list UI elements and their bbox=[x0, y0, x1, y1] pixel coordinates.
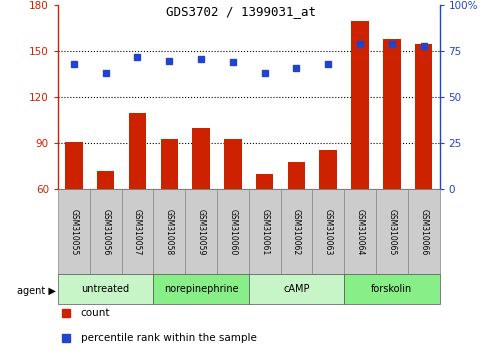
Text: cAMP: cAMP bbox=[283, 284, 310, 295]
Text: GSM310058: GSM310058 bbox=[165, 209, 174, 255]
Bar bbox=[217, 189, 249, 274]
Bar bbox=[376, 189, 408, 274]
Bar bbox=[383, 39, 400, 189]
Text: count: count bbox=[81, 308, 110, 318]
Bar bbox=[154, 189, 185, 274]
Bar bbox=[224, 139, 242, 189]
Text: GSM310066: GSM310066 bbox=[419, 209, 428, 255]
Text: GSM310055: GSM310055 bbox=[70, 209, 78, 255]
Text: agent ▶: agent ▶ bbox=[17, 286, 56, 296]
Bar bbox=[313, 189, 344, 274]
Bar bbox=[344, 189, 376, 274]
Bar bbox=[288, 162, 305, 189]
Bar bbox=[154, 274, 249, 304]
Bar bbox=[351, 21, 369, 189]
Bar bbox=[97, 171, 114, 189]
Text: GSM310062: GSM310062 bbox=[292, 209, 301, 255]
Text: untreated: untreated bbox=[82, 284, 130, 295]
Bar bbox=[408, 189, 440, 274]
Bar bbox=[128, 113, 146, 189]
Bar bbox=[185, 189, 217, 274]
Text: GSM310063: GSM310063 bbox=[324, 209, 333, 255]
Bar bbox=[344, 274, 440, 304]
Text: GSM310061: GSM310061 bbox=[260, 209, 269, 255]
Bar bbox=[58, 189, 90, 274]
Bar bbox=[58, 274, 154, 304]
Bar bbox=[281, 189, 313, 274]
Bar bbox=[65, 142, 83, 189]
Bar bbox=[415, 44, 432, 189]
Bar bbox=[160, 139, 178, 189]
Text: GDS3702 / 1399031_at: GDS3702 / 1399031_at bbox=[167, 5, 316, 18]
Text: forskolin: forskolin bbox=[371, 284, 412, 295]
Text: GSM310056: GSM310056 bbox=[101, 209, 110, 255]
Text: GSM310064: GSM310064 bbox=[355, 209, 365, 255]
Text: norepinephrine: norepinephrine bbox=[164, 284, 239, 295]
Text: GSM310059: GSM310059 bbox=[197, 209, 206, 255]
Bar bbox=[192, 128, 210, 189]
Bar bbox=[249, 274, 344, 304]
Text: percentile rank within the sample: percentile rank within the sample bbox=[81, 333, 257, 343]
Bar bbox=[122, 189, 154, 274]
Bar bbox=[90, 189, 122, 274]
Bar bbox=[319, 149, 337, 189]
Text: GSM310057: GSM310057 bbox=[133, 209, 142, 255]
Text: GSM310060: GSM310060 bbox=[228, 209, 237, 255]
Bar bbox=[249, 189, 281, 274]
Text: GSM310065: GSM310065 bbox=[387, 209, 397, 255]
Bar bbox=[256, 174, 273, 189]
